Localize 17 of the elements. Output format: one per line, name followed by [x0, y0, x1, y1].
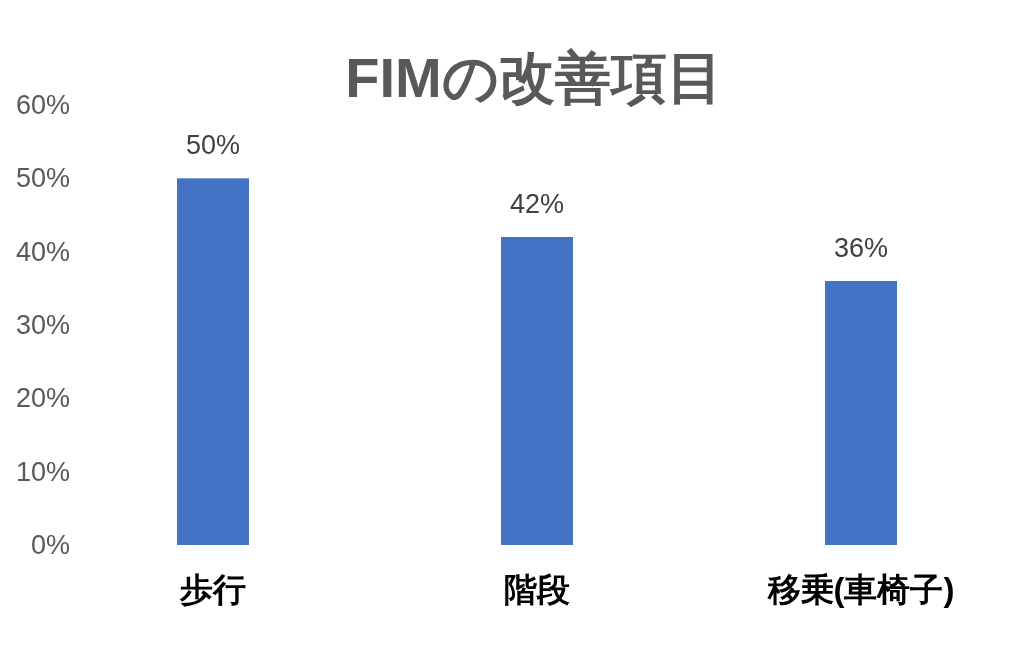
chart-title: FIMの改善項目 [345, 46, 723, 109]
data-label: 42% [509, 189, 565, 219]
y-tick-label: 20% [15, 383, 70, 414]
bar [501, 237, 573, 545]
bar [177, 178, 249, 545]
y-tick-label: 30% [15, 310, 70, 340]
x-tick-label: 歩行 [179, 571, 246, 608]
y-tick-label: 10% [15, 456, 70, 487]
y-tick-label: 50% [15, 163, 70, 194]
x-tick-label: 移乗(車椅子) [766, 571, 955, 608]
y-tick-label: 60% [15, 90, 70, 120]
bar [825, 281, 897, 545]
y-tick-label: 0% [30, 530, 70, 560]
x-tick-label: 階段 [504, 571, 570, 608]
data-label: 36% [833, 233, 889, 263]
data-label: 50% [185, 130, 241, 161]
y-tick-label: 40% [15, 236, 70, 267]
